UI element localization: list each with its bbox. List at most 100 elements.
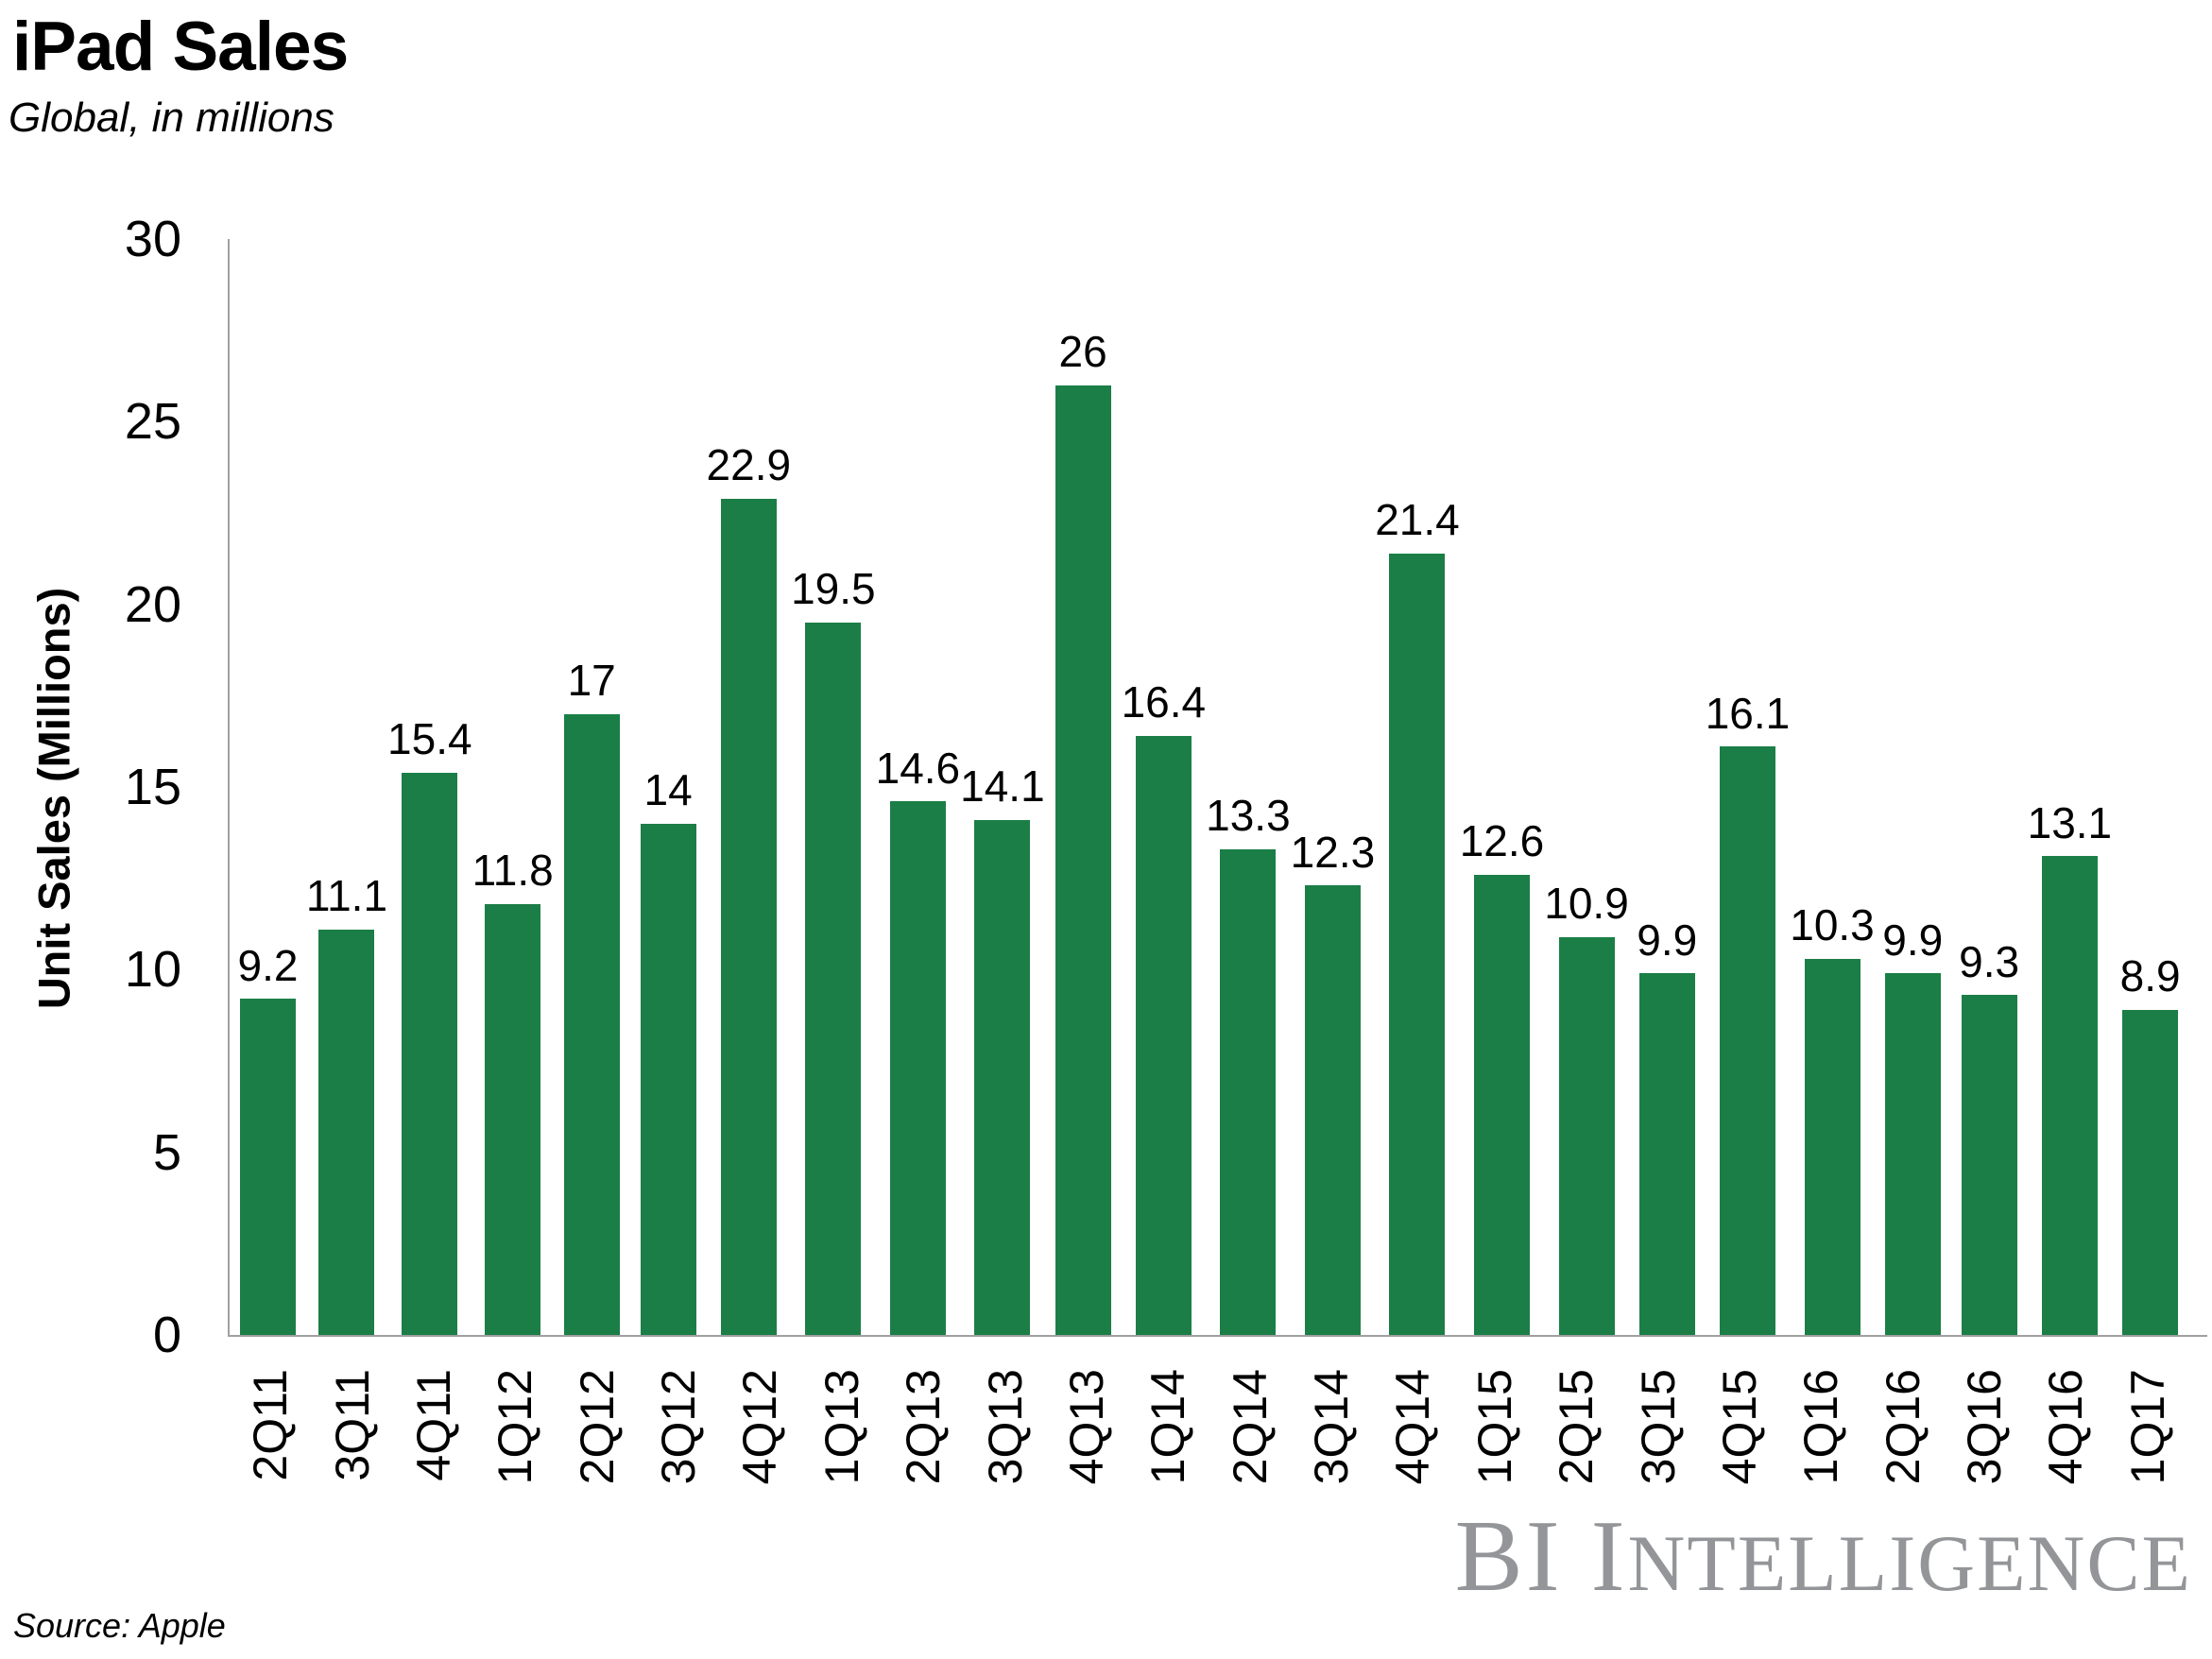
bar-value-label: 9.9 <box>1637 915 1698 965</box>
bar-column: 21.4 <box>1375 239 1460 1335</box>
x-tick-column: 4Q12 <box>719 1369 800 1534</box>
bar-value-label: 13.1 <box>2027 797 2113 847</box>
x-axis-tick-label: 2Q15 <box>1550 1369 1603 1485</box>
bar-2Q12 <box>563 713 620 1335</box>
x-axis-tick-label: 3Q16 <box>1958 1369 2012 1485</box>
x-tick-column: 2Q11 <box>230 1369 311 1534</box>
bar-column: 9.9 <box>1875 239 1951 1335</box>
logo-small-text: NTELLIGENCE <box>1627 1520 2192 1608</box>
x-axis-tick-label: 1Q12 <box>489 1369 542 1485</box>
bar-value-label: 26 <box>1058 327 1107 377</box>
x-tick-column: 2Q14 <box>1209 1369 1291 1534</box>
bar-3Q13 <box>974 819 1031 1335</box>
bar-value-label: 13.3 <box>1206 791 1291 841</box>
x-tick-column: 3Q12 <box>638 1369 719 1534</box>
bar-value-label: 16.1 <box>1705 688 1791 738</box>
x-axis-tick-label: 3Q11 <box>325 1369 379 1481</box>
x-tick-column: 2Q13 <box>883 1369 964 1534</box>
x-axis-tick-label: 4Q11 <box>406 1369 460 1481</box>
x-axis-tick-label: 4Q15 <box>1712 1369 1766 1485</box>
x-tick-column: 3Q14 <box>1291 1369 1372 1534</box>
bar-column: 9.9 <box>1629 239 1706 1335</box>
y-axis-tick-label: 10 <box>124 941 181 999</box>
bar-3Q11 <box>318 929 375 1335</box>
bar-1Q12 <box>485 903 541 1335</box>
bar-value-label: 14.6 <box>875 743 961 793</box>
bar-column: 10.9 <box>1544 239 1629 1335</box>
x-axis-line <box>228 1335 2207 1337</box>
y-axis-line <box>228 239 230 1335</box>
bar-value-label: 11.1 <box>305 871 388 921</box>
y-axis-tick-label: 30 <box>124 211 181 267</box>
bar-value-label: 8.9 <box>2119 951 2181 1001</box>
bar-column: 10.3 <box>1790 239 1875 1335</box>
x-tick-column: 4Q13 <box>1046 1369 1127 1534</box>
bar-4Q13 <box>1055 385 1111 1335</box>
bar-column: 14 <box>630 239 707 1335</box>
x-tick-column: 1Q12 <box>474 1369 556 1534</box>
bar-value-label: 12.6 <box>1459 816 1545 866</box>
y-axis-ticks: 0 5 10 15 20 25 30 <box>0 211 181 1363</box>
x-axis-tick-label: 1Q15 <box>1467 1369 1521 1485</box>
y-axis-tick-label: 0 <box>152 1307 181 1363</box>
bar-column: 13.1 <box>2027 239 2113 1335</box>
bar-3Q16 <box>1961 995 2017 1335</box>
bar-2Q11 <box>239 999 296 1335</box>
x-axis-tick-label: 3Q12 <box>652 1369 706 1485</box>
bar-value-label: 14.1 <box>960 761 1045 812</box>
x-tick-column: 4Q14 <box>1372 1369 1453 1534</box>
x-tick-column: 1Q13 <box>801 1369 883 1534</box>
bar-column: 14.6 <box>875 239 961 1335</box>
bar-value-label: 22.9 <box>706 439 792 489</box>
x-tick-column: 3Q13 <box>964 1369 1045 1534</box>
x-tick-column: 3Q11 <box>311 1369 392 1534</box>
bar-column: 8.9 <box>2112 239 2188 1335</box>
x-axis-tick-label: 2Q11 <box>244 1369 298 1481</box>
bar-column: 9.2 <box>230 239 306 1335</box>
x-axis-tick-label: 4Q16 <box>2039 1369 2093 1485</box>
x-axis-tick-label: 4Q14 <box>1386 1369 1440 1485</box>
bar-4Q14 <box>1389 553 1446 1335</box>
bar-4Q16 <box>2041 856 2098 1335</box>
bar-3Q14 <box>1304 885 1361 1335</box>
bar-column: 12.6 <box>1459 239 1545 1335</box>
bar-column: 16.4 <box>1122 239 1206 1335</box>
bar-4Q11 <box>402 772 458 1335</box>
bar-3Q15 <box>1638 973 1695 1335</box>
bar-column: 22.9 <box>706 239 792 1335</box>
bar-value-label: 9.3 <box>1959 936 2020 986</box>
bar-1Q14 <box>1135 735 1192 1335</box>
bar-4Q12 <box>720 498 777 1335</box>
bar-column: 9.3 <box>1951 239 2028 1335</box>
bar-value-label: 14 <box>643 765 693 815</box>
x-axis-tick-label: 3Q14 <box>1305 1369 1359 1485</box>
x-axis-tick-label: 1Q14 <box>1141 1369 1195 1485</box>
bar-value-label: 19.5 <box>791 564 876 614</box>
x-axis-tick-label: 2Q12 <box>570 1369 624 1485</box>
chart-title: iPad Sales <box>12 9 349 85</box>
logo-large-text: BI I <box>1454 1500 1628 1613</box>
bar-value-label: 12.3 <box>1290 827 1376 877</box>
bar-column: 19.5 <box>791 239 876 1335</box>
x-axis-tick-label: 3Q15 <box>1631 1369 1685 1485</box>
x-tick-column: 2Q12 <box>557 1369 638 1534</box>
bar-column: 16.1 <box>1705 239 1791 1335</box>
x-axis-tick-label: 4Q12 <box>733 1369 787 1485</box>
bi-intelligence-logo: BI INTELLIGENCE <box>1455 1506 2192 1608</box>
bar-2Q14 <box>1220 848 1277 1335</box>
bar-column: 13.3 <box>1206 239 1291 1335</box>
y-axis-tick-label: 5 <box>152 1123 181 1181</box>
x-tick-column: 4Q11 <box>393 1369 474 1534</box>
bar-value-label: 9.9 <box>1882 915 1944 965</box>
bar-column: 14.1 <box>960 239 1045 1335</box>
bar-value-label: 10.9 <box>1544 878 1629 928</box>
x-axis-tick-label: 2Q16 <box>1876 1369 1929 1485</box>
x-axis-tick-label: 3Q13 <box>978 1369 1032 1485</box>
y-axis-tick-label: 25 <box>124 393 181 451</box>
bar-value-label: 21.4 <box>1375 494 1460 544</box>
bar-1Q13 <box>805 623 862 1335</box>
bar-column: 11.1 <box>306 239 387 1335</box>
plot-area: 9.2 11.1 15.4 11.8 17 14 22.9 19.5 14.6 14.1 26 16.… <box>228 239 2207 1337</box>
bars-row: 9.2 11.1 15.4 11.8 17 14 22.9 19.5 14.6 14.1 26 16.… <box>230 239 2188 1335</box>
